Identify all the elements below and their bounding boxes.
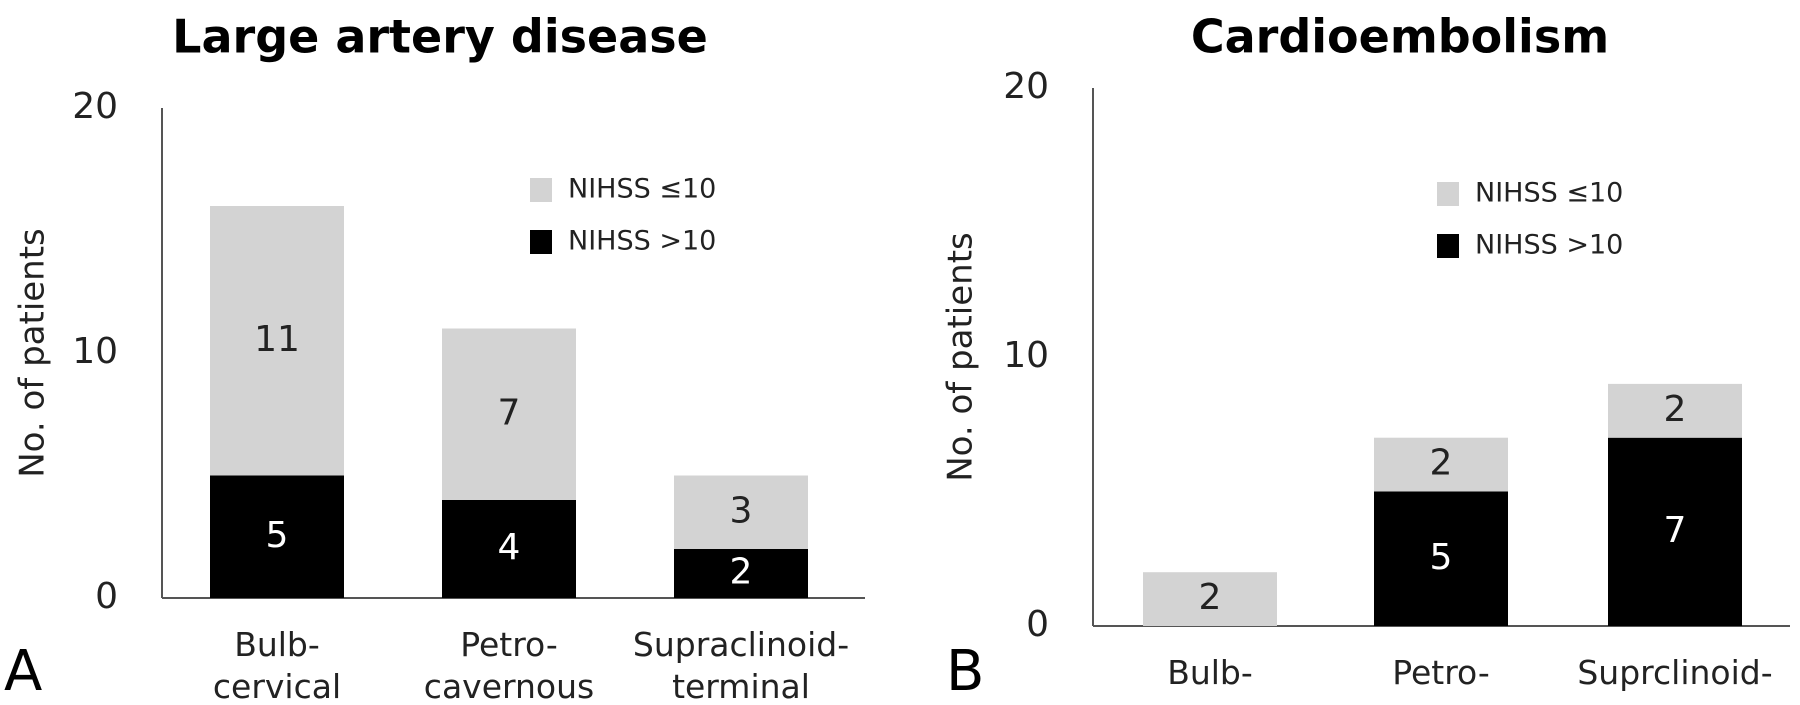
data-label: 5 (1430, 537, 1453, 578)
x-category-label: Bulb- (1167, 653, 1253, 692)
data-label: 11 (254, 319, 300, 360)
legend-swatch (1437, 182, 1459, 206)
panel-letter: A (4, 639, 42, 704)
y-axis-label: No. of patients (13, 228, 53, 478)
chart-title: Cardioembolism (1191, 10, 1609, 64)
legend-label: NIHSS ≤10 (568, 174, 716, 205)
x-category-label: Petro- (1392, 653, 1490, 692)
bar-segment-nihss-gt10 (1374, 491, 1508, 626)
bar-segment-nihss-gt10 (210, 475, 344, 598)
y-tick-label: 10 (1003, 335, 1049, 376)
legend-label: NIHSS >10 (568, 226, 716, 257)
legend-swatch (530, 178, 552, 202)
legend-swatch (530, 230, 552, 254)
chart-title: Large artery disease (172, 10, 708, 64)
chart-panel-b: Cardioembolism 0 10 20 No. of patients 2 Bulb-… (941, 10, 1790, 704)
bar-segment-nihss-le10 (674, 475, 808, 549)
x-category-label: Supraclinoid-terminal (633, 625, 849, 705)
y-tick-label: 20 (1003, 66, 1049, 107)
data-label: 7 (1664, 510, 1687, 551)
data-label: 2 (1664, 389, 1687, 430)
data-label: 7 (498, 392, 521, 433)
panel-letter: B (946, 639, 984, 704)
bar-segment-nihss-le10 (1143, 572, 1277, 626)
y-axis-label: No. of patients (941, 232, 981, 482)
legend-label: NIHSS ≤10 (1475, 178, 1623, 209)
y-tick-label: 0 (1026, 604, 1049, 645)
data-label: 3 (730, 490, 753, 531)
data-label: 5 (266, 515, 289, 556)
legend-swatch (1437, 234, 1459, 258)
bar-segment-nihss-gt10 (1608, 437, 1742, 626)
data-label: 2 (1199, 577, 1222, 618)
bar-segment-nihss-le10 (442, 328, 576, 500)
x-category-label: Bulb-cervical (213, 625, 341, 705)
bar-segment-nihss-le10 (1608, 383, 1742, 438)
y-tick-label: 20 (72, 86, 118, 127)
bar-segment-nihss-le10 (1374, 437, 1508, 492)
y-tick-label: 0 (95, 576, 118, 617)
x-category-label: Suprclinoid- (1577, 653, 1772, 692)
y-tick-label: 10 (72, 331, 118, 372)
bar-segment-nihss-gt10 (674, 549, 808, 598)
bar-segment-nihss-le10 (210, 206, 344, 476)
chart-panel-a: Large artery disease 0 10 20 No. of patients… (4, 10, 865, 705)
data-label: 2 (1430, 443, 1453, 484)
data-label: 4 (498, 527, 521, 568)
bar-segment-nihss-gt10 (442, 500, 576, 598)
x-category-label: Petro-cavernous (424, 625, 594, 705)
data-label: 2 (730, 552, 753, 593)
legend-label: NIHSS >10 (1475, 230, 1623, 261)
